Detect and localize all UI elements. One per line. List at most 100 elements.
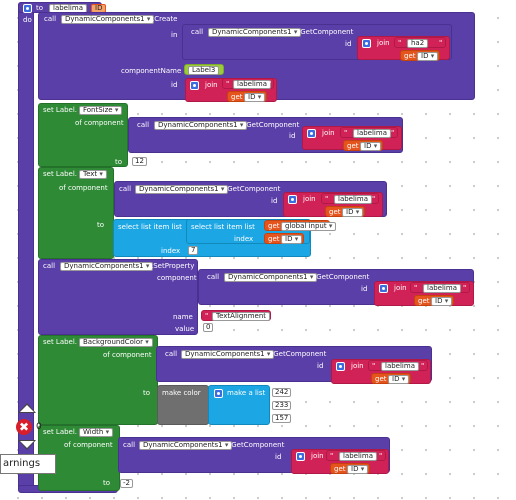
getcomp-call-label: call [207, 273, 220, 281]
text-string-block[interactable]: " labelima " [326, 450, 386, 461]
set-fontsize-block[interactable]: set Label. FontSize of component to [38, 103, 128, 167]
color-green-number[interactable]: 233 [272, 401, 292, 410]
join-gear-icon[interactable] [379, 284, 388, 293]
join-gear-icon[interactable] [362, 39, 371, 48]
warnings-toggle-down-inner [20, 441, 34, 448]
join-label: join [311, 452, 324, 460]
mutator-gear-icon[interactable] [23, 4, 32, 13]
make-color-label: make color [162, 389, 201, 397]
quote-open: " [344, 129, 348, 137]
getcomp-component-dropdown[interactable]: DynamicComponents1 [224, 273, 318, 282]
get-variable-dropdown[interactable]: ID [431, 297, 453, 306]
component-name-block[interactable]: Label3 [184, 64, 224, 75]
get-variable-block[interactable]: get ID [343, 140, 383, 151]
join-label: join [377, 39, 390, 47]
error-icon[interactable]: ✖ [16, 419, 32, 435]
get-variable-dropdown[interactable]: ID [417, 52, 439, 61]
text-string-block[interactable]: " labelima " [410, 282, 470, 293]
select-list-item-block-inner[interactable]: select list item list index [186, 219, 310, 244]
index-label-outer: index [161, 247, 181, 255]
text-string-textalignment[interactable]: TextAlignment [212, 312, 271, 321]
get-variable-block[interactable]: get ID [330, 463, 370, 474]
setproperty-call-block[interactable]: call DynamicComponents1 .SetProperty com… [38, 259, 198, 335]
get-variable-dropdown[interactable]: ID [342, 208, 364, 217]
text-string-ha2[interactable]: ha2 [407, 39, 429, 48]
set-property-dropdown[interactable]: FontSize [79, 106, 123, 115]
make-a-list-label: make a list [227, 389, 266, 397]
text-string-labelima[interactable]: labelima [339, 452, 377, 461]
join-gear-icon[interactable] [307, 129, 316, 138]
get-variable-block[interactable]: get ID [400, 50, 440, 61]
join-label: join [394, 284, 407, 292]
get-label: get [404, 52, 416, 60]
fontsize-number[interactable]: 12 [132, 157, 147, 166]
width-number[interactable]: -2 [120, 479, 133, 488]
join-gear-icon[interactable] [288, 195, 297, 204]
get-variable-block[interactable]: get ID [414, 295, 454, 306]
getcomp-component-dropdown[interactable]: DynamicComponents1 [154, 121, 248, 130]
getcomp-method-label: .GetComponent [229, 441, 285, 449]
text-string-labelima[interactable]: labelima [381, 362, 419, 371]
create-component-dropdown[interactable]: DynamicComponents1 [61, 15, 155, 24]
text-string-block[interactable]: " labelima " [340, 127, 398, 138]
set-property-dropdown[interactable]: Text [79, 170, 107, 179]
quote-close: " [268, 80, 272, 88]
text-string-labelima[interactable]: labelima [233, 80, 271, 89]
component-name-field[interactable]: Label3 [188, 66, 220, 75]
warnings-button[interactable]: arnings [0, 454, 56, 474]
setprop-component-dropdown[interactable]: DynamicComponents1 [60, 262, 154, 271]
getcomp-method-label: .GetComponent [298, 28, 354, 36]
procedure-block[interactable] [18, 2, 34, 490]
get-variable-dropdown[interactable]: ID [281, 235, 303, 244]
text-string-block[interactable]: " labelima " [368, 360, 428, 371]
setprop-call-label: call [43, 262, 56, 270]
quote-close: " [463, 284, 467, 292]
text-string-labelima[interactable]: labelima [423, 284, 461, 293]
color-blue-number[interactable]: 157 [272, 414, 292, 423]
global-input-dropdown[interactable]: global input [281, 222, 337, 231]
set-property-dropdown[interactable]: BackgroundColor [79, 338, 153, 347]
get-variable-block[interactable]: get ID [227, 91, 267, 102]
get-variable-dropdown[interactable]: ID [347, 465, 369, 474]
set-backgroundcolor-block[interactable]: set Label. BackgroundColor of component … [38, 335, 158, 425]
get-variable-block[interactable]: get ID [371, 373, 411, 384]
get-label: get [329, 208, 341, 216]
join-gear-icon[interactable] [336, 362, 345, 371]
alignment-value-number[interactable]: 0 [203, 323, 214, 332]
get-variable-block[interactable]: get ID [325, 206, 365, 217]
join-gear-icon[interactable] [296, 452, 305, 461]
text-string-labelima[interactable]: labelima [353, 129, 391, 138]
get-label: get [268, 222, 280, 230]
get-variable-dropdown[interactable]: ID [244, 93, 266, 102]
list-gear-icon[interactable] [214, 389, 223, 398]
getcomp-component-dropdown[interactable]: DynamicComponents1 [208, 28, 302, 37]
get-variable-block[interactable]: get ID [264, 233, 304, 244]
getcomp-call-label: call [137, 121, 150, 129]
set-text-block[interactable]: set Label. Text of component to [38, 167, 114, 259]
getcomp-component-dropdown[interactable]: DynamicComponents1 [139, 441, 233, 450]
set-label-text: set Label. [43, 106, 78, 114]
getcomp-component-dropdown[interactable]: DynamicComponents1 [135, 185, 229, 194]
make-color-block[interactable]: make color [157, 385, 209, 425]
set-label-text: set Label. [43, 428, 78, 436]
get-label: get [347, 142, 359, 150]
get-label: get [334, 465, 346, 473]
index-number[interactable]: 7 [188, 246, 199, 255]
color-red-number[interactable]: 242 [272, 388, 292, 397]
set-property-dropdown[interactable]: Width [79, 428, 114, 437]
get-variable-dropdown[interactable]: ID [360, 142, 382, 151]
join-label: join [322, 129, 335, 137]
text-alignment-string-block[interactable]: " TextAlignment " [201, 310, 271, 321]
join-gear-icon[interactable] [190, 81, 199, 90]
make-a-list-block[interactable]: make a list [208, 385, 270, 425]
text-string-labelima[interactable]: labelima [334, 195, 372, 204]
get-variable-dropdown[interactable]: ID [388, 375, 410, 384]
text-string-block[interactable]: " ha2 " [394, 37, 446, 48]
get-global-input-block[interactable]: get global input [264, 220, 337, 231]
text-string-block[interactable]: " labelima " [222, 78, 274, 89]
quote-open: " [330, 452, 334, 460]
to-label: to [143, 389, 151, 397]
text-string-block[interactable]: " labelima " [321, 193, 379, 204]
getcomp-component-dropdown[interactable]: DynamicComponents1 [181, 350, 275, 359]
warnings-toggle-up-inner [20, 405, 34, 412]
